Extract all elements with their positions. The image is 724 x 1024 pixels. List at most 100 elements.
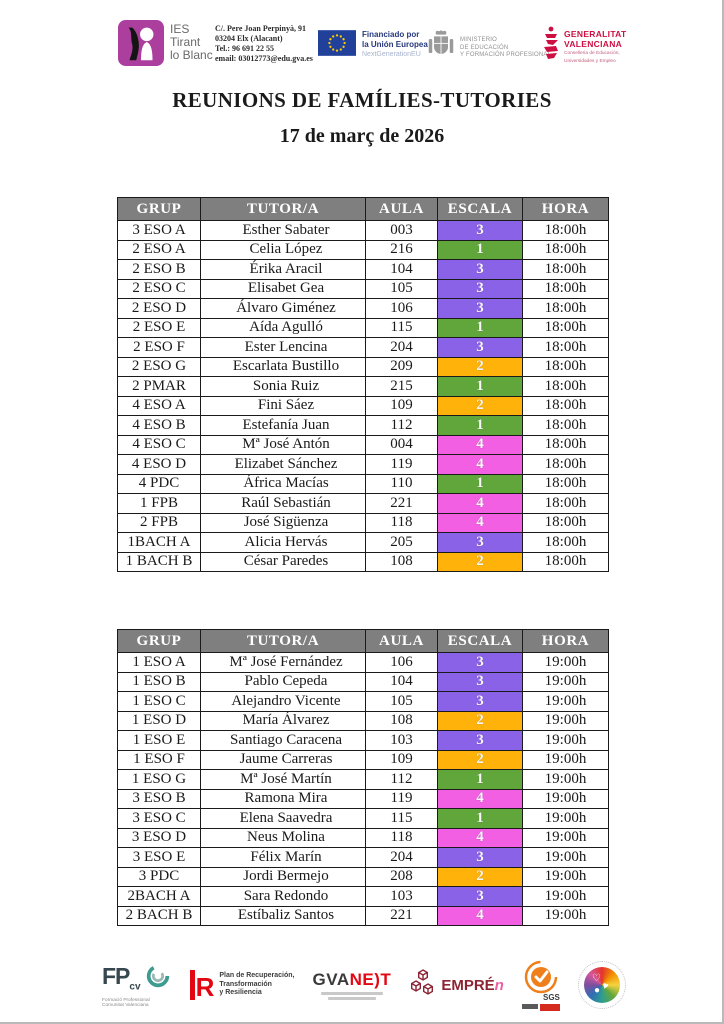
cell-escala: 4: [437, 905, 523, 926]
table-row: 4 PDC África Macías 110 1 18:00h: [117, 473, 609, 494]
cell-escala: 3: [437, 671, 523, 692]
cell-hora: 18:00h: [522, 337, 609, 358]
cell-tutor: Fini Sáez: [200, 395, 366, 416]
cell-escala: 3: [437, 691, 523, 712]
page-title: REUNIONS DE FAMÍLIES-TUTORIES: [172, 88, 552, 112]
cell-hora: 19:00h: [522, 671, 609, 692]
table-row: 2 ESO A Celia López 216 1 18:00h: [117, 239, 609, 260]
cell-grup: 4 ESO B: [117, 415, 201, 436]
empren-logo: EMPRÉn: [409, 968, 504, 1003]
school-address: C/. Pere Joan Perpinyà, 91 03204 Elx (Al…: [215, 24, 313, 63]
cell-escala: 4: [437, 434, 523, 455]
col-grup: GRUP: [117, 629, 201, 653]
cell-escala: 4: [437, 454, 523, 475]
cell-grup: 3 ESO A: [117, 220, 201, 241]
table-row: 1 ESO E Santiago Caracena 103 3 19:00h: [117, 730, 609, 751]
cell-aula: 216: [365, 239, 438, 260]
cell-escala: 3: [437, 532, 523, 553]
cell-tutor: Sonia Ruiz: [200, 376, 366, 397]
col-escala: ESCALA: [437, 197, 523, 221]
cell-tutor: César Paredes: [200, 551, 366, 572]
cell-aula: 215: [365, 376, 438, 397]
table-row: 2 BACH B Estíbaliz Santos 221 4 19:00h: [117, 905, 609, 926]
cell-aula: 106: [365, 298, 438, 319]
table-row: 1 ESO F Jaume Carreras 109 2 19:00h: [117, 749, 609, 770]
col-escala: ESCALA: [437, 629, 523, 653]
cell-escala: 3: [437, 220, 523, 241]
meetings-table-18h: GRUP TUTOR/A AULA ESCALA HORA 3 ESO A Es…: [117, 197, 609, 572]
gvanext-logo: GVANE)T: [313, 970, 392, 1000]
cell-aula: 115: [365, 808, 438, 829]
table-row: 2 ESO F Ester Lencina 204 3 18:00h: [117, 337, 609, 358]
cell-escala: 4: [437, 512, 523, 533]
meetings-table-19h: GRUP TUTOR/A AULA ESCALA HORA 1 ESO A Mª…: [117, 629, 609, 926]
cell-tutor: Estefanía Juan: [200, 415, 366, 436]
cell-aula: 004: [365, 434, 438, 455]
col-tutor: TUTOR/A: [200, 629, 366, 653]
table-row: 2 ESO D Álvaro Giménez 106 3 18:00h: [117, 298, 609, 319]
cell-tutor: José Sigüenza: [200, 512, 366, 533]
cell-tutor: Mª José Fernández: [200, 652, 366, 673]
table-row: 3 ESO D Neus Molina 118 4 19:00h: [117, 827, 609, 848]
cell-tutor: Aída Agulló: [200, 317, 366, 338]
cell-hora: 18:00h: [522, 239, 609, 260]
cell-tutor: Mª José Antón: [200, 434, 366, 455]
table-row: 4 ESO A Fini Sáez 109 2 18:00h: [117, 395, 609, 416]
cell-hora: 19:00h: [522, 886, 609, 907]
cell-escala: 2: [437, 356, 523, 377]
cell-aula: 103: [365, 886, 438, 907]
table-row: 1BACH A Alicia Hervás 205 3 18:00h: [117, 532, 609, 553]
table-row: 3 ESO B Ramona Mira 119 4 19:00h: [117, 788, 609, 809]
cell-escala: 2: [437, 866, 523, 887]
cell-grup: 1 ESO F: [117, 749, 201, 770]
ministry-text: MINISTERIO DE EDUCACIÓN Y FORMACIÓN PROF…: [460, 37, 552, 58]
cell-escala: 1: [437, 808, 523, 829]
cell-hora: 18:00h: [522, 512, 609, 533]
cell-hora: 18:00h: [522, 259, 609, 280]
cell-hora: 19:00h: [522, 652, 609, 673]
cell-tutor: Elena Saavedra: [200, 808, 366, 829]
table-row: 2BACH A Sara Redondo 103 3 19:00h: [117, 886, 609, 907]
cell-tutor: Pablo Cepeda: [200, 671, 366, 692]
cell-tutor: Elizabet Sánchez: [200, 454, 366, 475]
col-grup: GRUP: [117, 197, 201, 221]
cell-hora: 18:00h: [522, 551, 609, 572]
cell-grup: 3 ESO B: [117, 788, 201, 809]
fpcv-swirl-icon: [144, 962, 172, 995]
table-row: 1 ESO D María Álvarez 108 2 19:00h: [117, 710, 609, 731]
cell-escala: 1: [437, 769, 523, 790]
cell-escala: 3: [437, 298, 523, 319]
cell-hora: 18:00h: [522, 298, 609, 319]
cell-tutor: Ramona Mira: [200, 788, 366, 809]
cell-aula: 105: [365, 691, 438, 712]
cell-escala: 4: [437, 827, 523, 848]
cell-aula: 119: [365, 788, 438, 809]
quality-seal-logo: ♡ ♥ ●: [577, 961, 626, 1009]
cell-escala: 3: [437, 259, 523, 280]
cell-tutor: Mª José Martín: [200, 769, 366, 790]
cell-escala: 3: [437, 652, 523, 673]
generalitat-block: GENERALITAT VALENCIANA Conselleria de Ed…: [542, 26, 626, 67]
cell-hora: 19:00h: [522, 866, 609, 887]
cell-aula: 003: [365, 220, 438, 241]
ministry-block: MINISTERIO DE EDUCACIÓN Y FORMACIÓN PROF…: [427, 30, 551, 67]
cell-tutor: Escarlata Bustillo: [200, 356, 366, 377]
cell-escala: 3: [437, 337, 523, 358]
cell-grup: 1 BACH B: [117, 551, 201, 572]
cell-aula: 204: [365, 337, 438, 358]
col-aula: AULA: [365, 197, 438, 221]
cell-hora: 19:00h: [522, 691, 609, 712]
table-header-row: GRUP TUTOR/A AULA ESCALA HORA: [117, 629, 609, 653]
table-row: 4 ESO B Estefanía Juan 112 1 18:00h: [117, 415, 609, 436]
cell-grup: 1 ESO B: [117, 671, 201, 692]
cell-grup: 2 ESO G: [117, 356, 201, 377]
cell-escala: 1: [437, 473, 523, 494]
cell-escala: 2: [437, 395, 523, 416]
sgs-fine-print: [521, 1003, 560, 1011]
cell-hora: 19:00h: [522, 788, 609, 809]
cell-hora: 19:00h: [522, 808, 609, 829]
cell-hora: 18:00h: [522, 376, 609, 397]
cell-hora: 18:00h: [522, 473, 609, 494]
cell-aula: 208: [365, 866, 438, 887]
cell-tutor: Alicia Hervás: [200, 532, 366, 553]
